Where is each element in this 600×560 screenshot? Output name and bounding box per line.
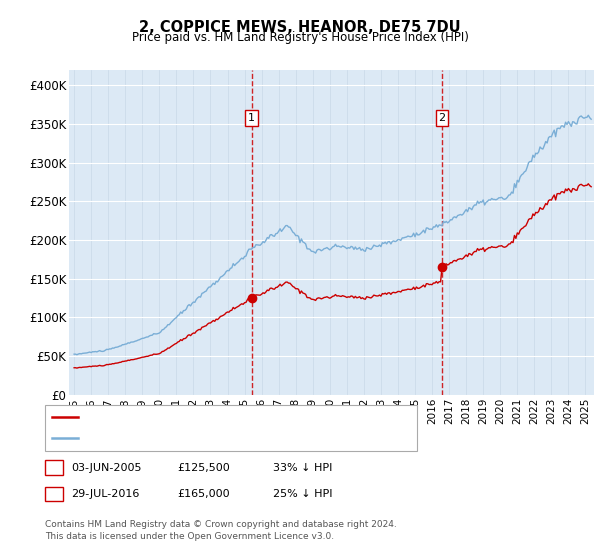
Text: £165,000: £165,000	[177, 489, 230, 499]
Text: 1: 1	[50, 461, 58, 474]
Text: Contains HM Land Registry data © Crown copyright and database right 2024.: Contains HM Land Registry data © Crown c…	[45, 520, 397, 529]
Text: HPI: Average price, detached house, Amber Valley: HPI: Average price, detached house, Ambe…	[82, 433, 344, 444]
Text: 2: 2	[50, 487, 58, 501]
Text: 03-JUN-2005: 03-JUN-2005	[71, 463, 142, 473]
Text: This data is licensed under the Open Government Licence v3.0.: This data is licensed under the Open Gov…	[45, 532, 334, 541]
Text: 33% ↓ HPI: 33% ↓ HPI	[273, 463, 332, 473]
Text: Price paid vs. HM Land Registry's House Price Index (HPI): Price paid vs. HM Land Registry's House …	[131, 31, 469, 44]
Text: 2, COPPICE MEWS, HEANOR, DE75 7DU (detached house): 2, COPPICE MEWS, HEANOR, DE75 7DU (detac…	[82, 412, 382, 422]
Text: £125,500: £125,500	[177, 463, 230, 473]
Text: 29-JUL-2016: 29-JUL-2016	[71, 489, 139, 499]
Text: 1: 1	[248, 113, 255, 123]
Text: 25% ↓ HPI: 25% ↓ HPI	[273, 489, 332, 499]
Text: 2, COPPICE MEWS, HEANOR, DE75 7DU: 2, COPPICE MEWS, HEANOR, DE75 7DU	[139, 20, 461, 35]
Text: 2: 2	[439, 113, 446, 123]
